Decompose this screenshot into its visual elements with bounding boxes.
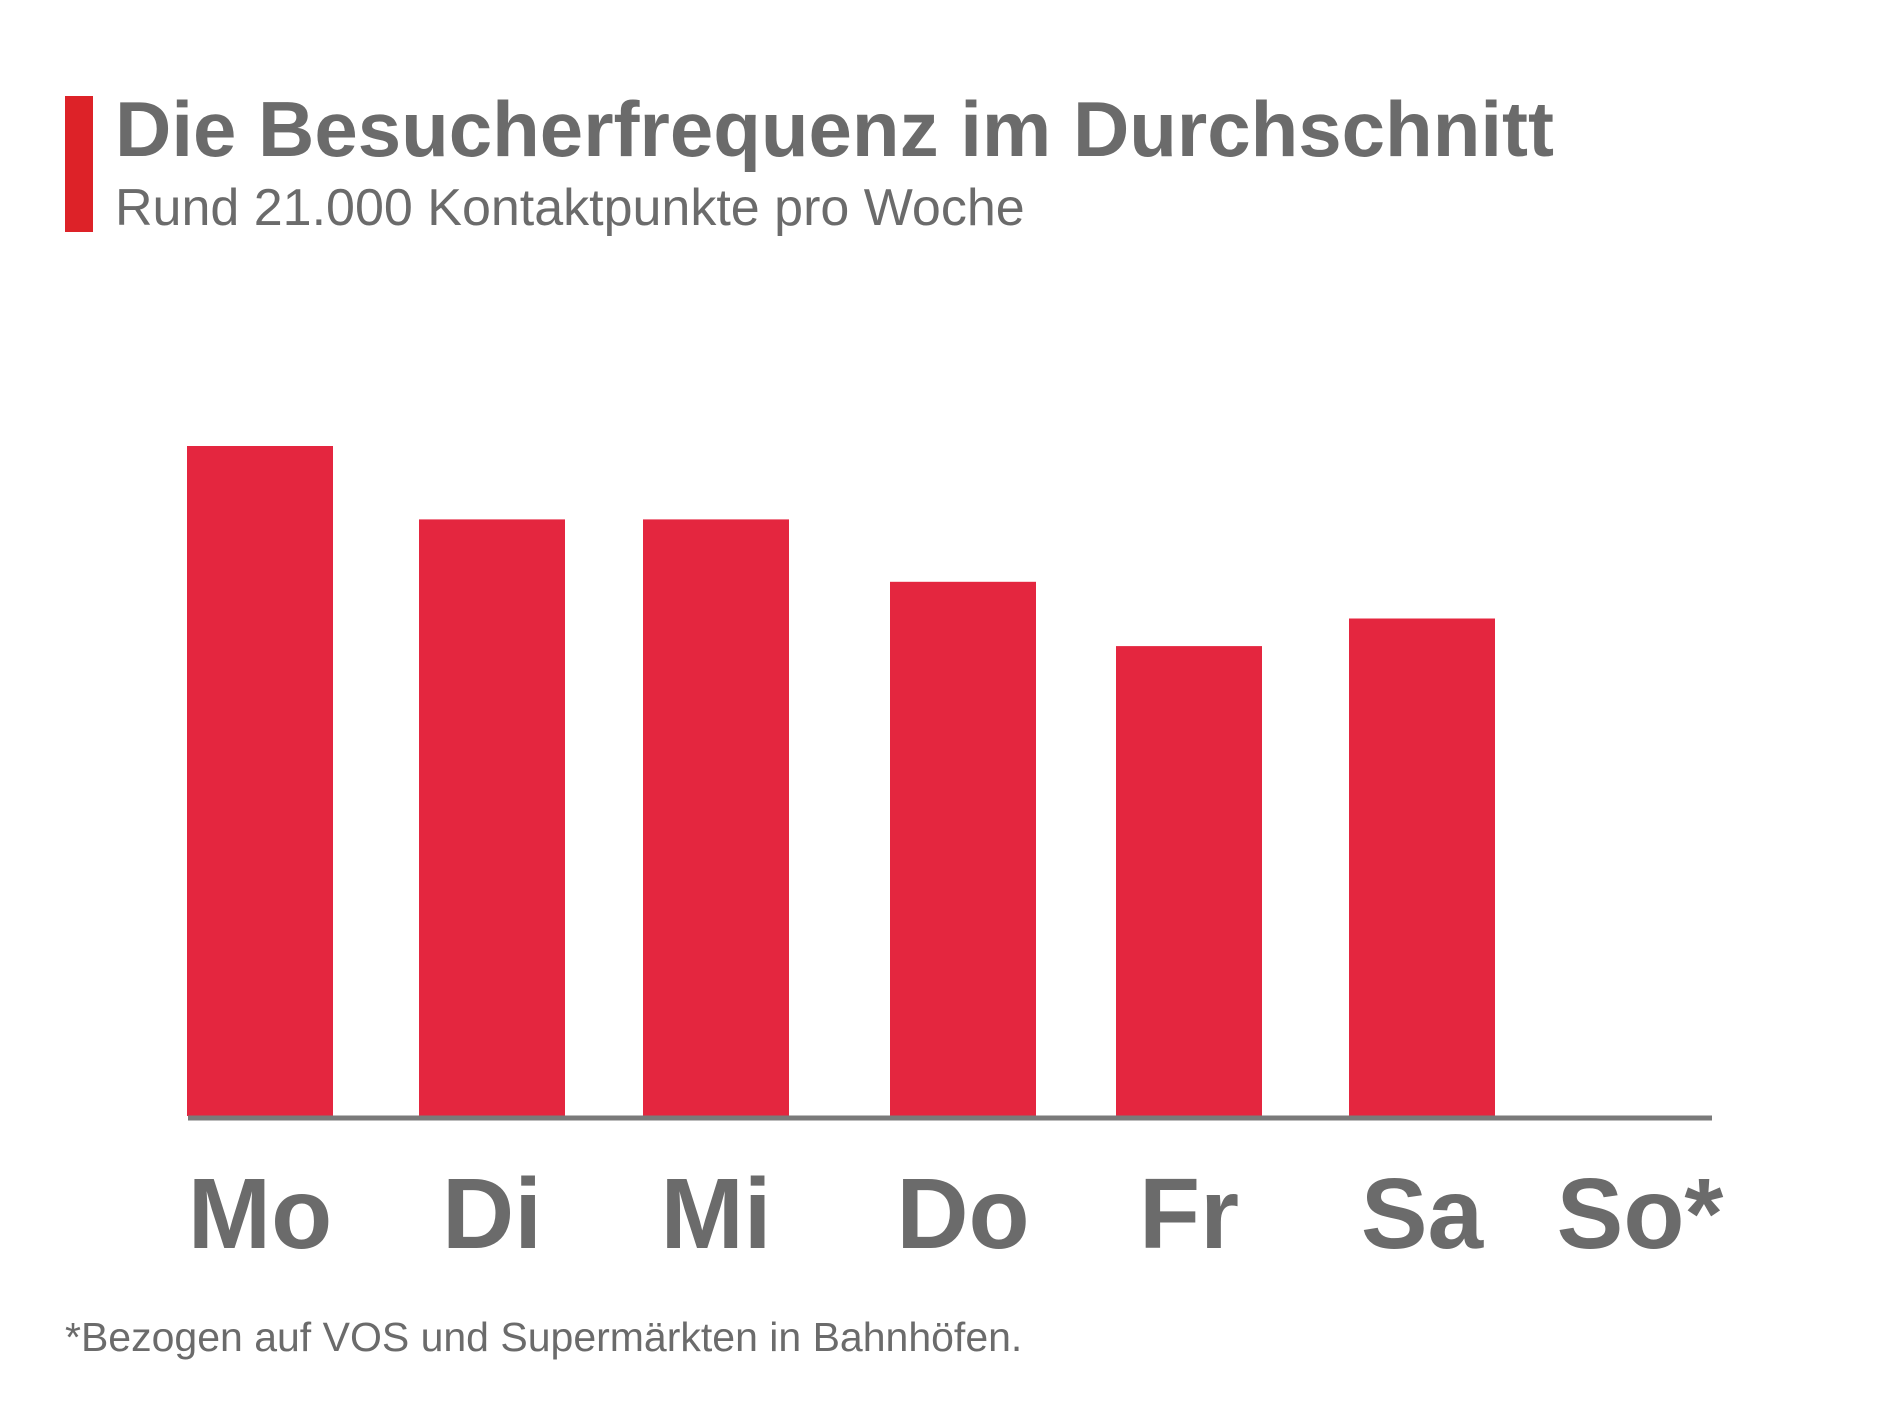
category-labels: Mo Di Mi Do Fr Sa So* (188, 1158, 1724, 1270)
tick-label-so: So* (1557, 1158, 1724, 1270)
bar-mo (187, 446, 333, 1116)
tick-label-fr: Fr (1139, 1158, 1239, 1270)
bar-mi (643, 519, 789, 1116)
chart-subtitle: Rund 21.000 Kontaktpunkte pro Woche (115, 179, 1025, 237)
tick-label-mo: Mo (188, 1158, 332, 1270)
bars-layer (187, 446, 1495, 1116)
tick-label-do: Do (896, 1158, 1029, 1270)
tick-label-di: Di (442, 1158, 542, 1270)
tick-label-sa: Sa (1361, 1158, 1485, 1270)
chart-title: Die Besucherfrequenz im Durchschnitt (115, 85, 1554, 173)
bar-sa (1349, 618, 1495, 1116)
bar-fr (1116, 646, 1262, 1116)
bar-di (419, 519, 565, 1116)
footnote: *Bezogen auf VOS und Supermärkten in Bah… (65, 1314, 1023, 1360)
tick-label-mi: Mi (660, 1158, 771, 1270)
title-accent-bar (65, 96, 93, 232)
bar-do (890, 581, 1036, 1116)
